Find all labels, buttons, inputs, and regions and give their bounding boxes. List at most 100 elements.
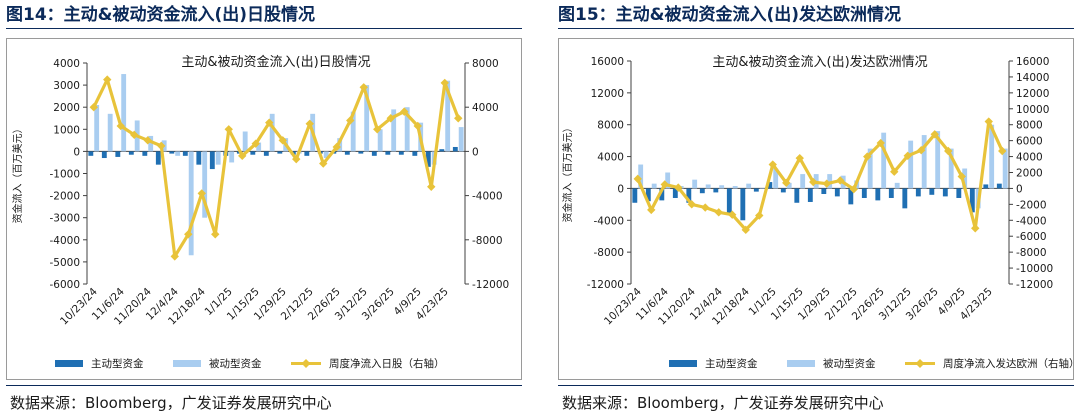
active-fund-bar (942, 188, 948, 197)
left-tick-label: -6000 (49, 279, 80, 291)
passive-fund-bar (746, 183, 752, 189)
active-fund-bar (182, 151, 188, 156)
passive-fund-bar (121, 74, 127, 152)
net-flow-marker (238, 151, 247, 161)
net-flow-marker (292, 154, 301, 164)
passive-fund-bar (989, 124, 995, 189)
figure-14-source: 数据来源：Bloomberg，广发证券发展研究中心 (10, 394, 332, 412)
figure-15-panel: 图15：主动&被动资金流入(出)发达欧洲情况 主动&被动资金流入(出)发达欧洲情… (558, 0, 1080, 417)
passive-fund-bar (269, 113, 275, 152)
right-tick-label: -12000 (1016, 279, 1053, 291)
net-flow-marker (890, 167, 899, 176)
passive-fund-bar (350, 111, 356, 152)
active-fund-bar (834, 188, 840, 197)
net-flow-line (92, 77, 460, 258)
active-fund-bar (740, 188, 746, 221)
passive-fund-bar (908, 140, 914, 189)
net-flow-marker (822, 179, 831, 188)
figure-15-chart: 主动&被动资金流入(出)发达欧洲情况 16000 12000 8000 4000 0 -40… (561, 54, 1075, 370)
passive-fund-bar (638, 164, 644, 189)
active-fund-bar (88, 151, 94, 156)
net-flow-marker (728, 210, 737, 219)
figure-14-panel: 图14：主动&被动资金流入(出)日股情况 主动&被动资金流入(出)日股情况 400… (6, 0, 536, 417)
net-flow-marker (633, 174, 642, 184)
net-flow-marker (103, 75, 112, 84)
net-flow-marker (346, 116, 355, 125)
y-axis-label: 资金流入（百万美元） (11, 124, 24, 224)
active-fund-bar (412, 151, 418, 156)
net-flow-marker (768, 160, 777, 169)
active-fund-bar (209, 151, 215, 170)
left-tick-label: -3000 (49, 213, 80, 225)
active-fund-bar (699, 188, 705, 194)
right-tick-label: -4000 (472, 191, 503, 203)
left-tick-label: 12000 (591, 88, 624, 100)
net-flow-marker (863, 152, 872, 161)
net-flow-marker (332, 142, 341, 152)
active-fund-bar (821, 188, 827, 195)
left-tick-label: 1000 (53, 124, 80, 136)
active-fund-bar (915, 188, 921, 197)
net-flow-marker (251, 139, 260, 148)
left-tick-label: 8000 (597, 120, 624, 132)
passive-fund-bar (800, 174, 806, 189)
chart-title: 主动&被动资金流入(出)日股情况 (181, 54, 370, 70)
net-flow-marker (944, 146, 953, 156)
left-tick-label: 0 (617, 183, 624, 195)
passive-fund-bar (719, 185, 725, 189)
legend-swatch-active (669, 360, 697, 367)
legend-label-passive: 被动型资金 (209, 357, 262, 370)
passive-fund-bar (1002, 148, 1008, 189)
net-flow-marker (359, 83, 368, 92)
active-fund-bar (645, 188, 651, 202)
net-flow-marker (413, 121, 422, 131)
active-fund-bar (169, 151, 175, 154)
passive-fund-bar (175, 151, 181, 156)
net-flow-marker (782, 178, 791, 188)
left-tick-label: -5000 (49, 257, 80, 269)
net-flow-marker (130, 130, 139, 140)
right-tick-label: -12000 (472, 279, 509, 291)
legend-label-active: 主动型资金 (91, 357, 144, 370)
legend-label-net: 周度净流入日股（右轴） (329, 357, 445, 370)
passive-fund-bar (256, 142, 262, 152)
right-tick-label: 12000 (1016, 88, 1049, 100)
figure-14-chart: 主动&被动资金流入(出)日股情况 4000 3000 2000 1000 0 -1000 -2… (11, 54, 509, 370)
active-fund-bar (128, 151, 134, 155)
net-flow-line (636, 119, 1004, 232)
passive-fund-bar (404, 107, 410, 152)
active-fund-bar (358, 151, 364, 154)
passive-fund-bar (202, 151, 208, 218)
right-tick-label: -6000 (1016, 231, 1047, 243)
right-tick-label: 8000 (472, 58, 499, 70)
left-tick-label: -4000 (593, 215, 624, 227)
figure-14-chart-frame: 主动&被动资金流入(出)日股情况 4000 3000 2000 1000 0 -1000 -2… (6, 38, 522, 380)
net-flow-marker (224, 125, 233, 134)
legend-swatch-active (55, 360, 83, 367)
net-flow-marker (427, 182, 436, 191)
net-flow-marker (984, 117, 993, 126)
passive-fund-bar (786, 182, 792, 189)
figure-15-source: 数据来源：Bloomberg，广发证券发展研究中心 (562, 394, 884, 412)
active-fund-bar (902, 188, 908, 209)
figure-15-chart-frame: 主动&被动资金流入(出)发达欧洲情况 16000 12000 8000 4000 0 -40… (558, 38, 1075, 380)
net-flow-marker (278, 136, 287, 145)
active-fund-bar (196, 151, 202, 165)
net-flow-marker (714, 208, 723, 217)
right-tick-label: 0 (1016, 183, 1023, 195)
right-tick-label: 4000 (1016, 152, 1043, 164)
passive-fund-bar (364, 85, 370, 152)
net-flow-marker (386, 114, 395, 123)
net-flow-marker (701, 203, 710, 212)
active-fund-bar (780, 188, 786, 193)
legend-label-passive: 被动型资金 (823, 357, 876, 370)
passive-fund-bar (148, 135, 154, 152)
net-flow-marker (809, 177, 818, 187)
net-flow-marker (454, 114, 463, 123)
passive-fund-bar (948, 148, 954, 189)
right-tick-label: 14000 (1016, 72, 1049, 84)
net-flow-marker (116, 121, 125, 131)
net-flow-marker (305, 119, 314, 128)
active-fund-bar (861, 188, 867, 198)
right-tick-label: 6000 (1016, 136, 1043, 148)
